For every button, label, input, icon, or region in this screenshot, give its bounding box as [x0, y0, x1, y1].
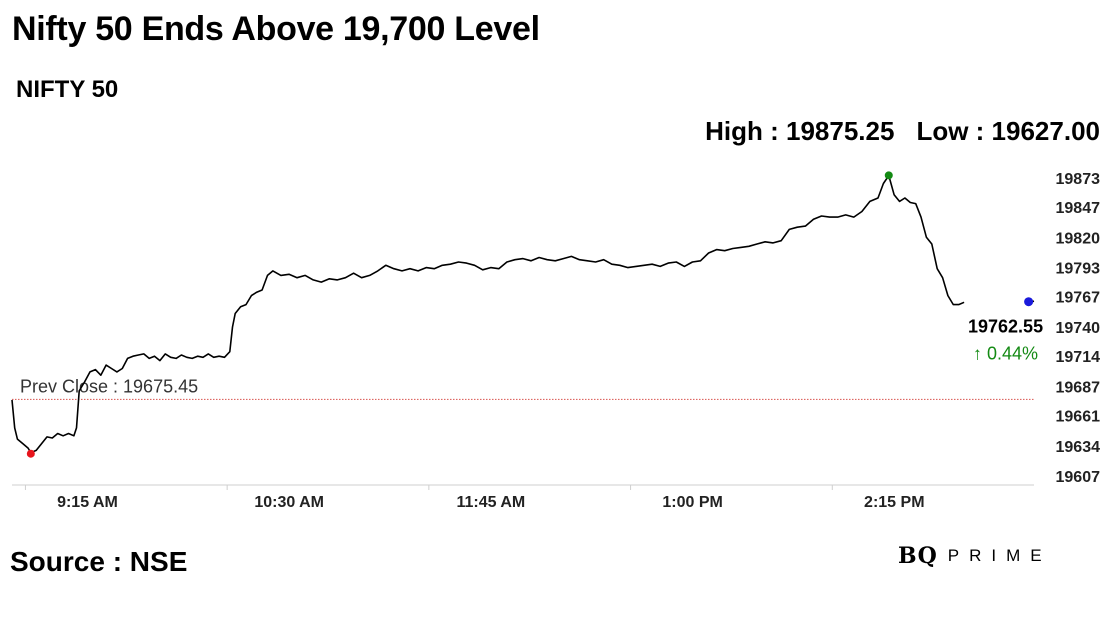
- low-label: Low : 19627.00: [916, 116, 1100, 146]
- index-name: NIFTY 50: [16, 76, 119, 103]
- y-tick-label: 19740: [1056, 320, 1101, 337]
- y-tick-label: 19714: [1056, 349, 1101, 366]
- line-chart: Prev Close : 19675.45 19762.55 ↑ 0.44% 9:1…: [11, 171, 1101, 511]
- y-tick-label: 19661: [1056, 409, 1101, 426]
- y-tick-label: 19767: [1056, 290, 1101, 307]
- x-tick-label: 11:45 AM: [456, 494, 525, 511]
- chart-title: Nifty 50 Ends Above 19,700 Level: [12, 10, 540, 48]
- high-low-summary: High : 19875.25 Low : 19627.00: [705, 116, 1100, 147]
- price-line-1: [11, 174, 965, 454]
- low-marker: [26, 449, 35, 458]
- last-value-badge: [966, 311, 1058, 364]
- y-tick-label: 19607: [1056, 469, 1101, 486]
- x-tick-label: 9:15 AM: [57, 494, 118, 511]
- high-marker: [884, 171, 893, 180]
- bq-prime-logo: BQ PRIME: [898, 543, 1052, 569]
- x-tick-label: 10:30 AM: [254, 494, 324, 511]
- x-tick-label: 1:00 PM: [662, 494, 722, 511]
- high-label: High : 19875.25: [705, 116, 895, 146]
- logo-main: BQ: [898, 543, 938, 569]
- y-tick-label: 19847: [1056, 200, 1101, 217]
- x-tick-label: 2:15 PM: [864, 494, 924, 511]
- logo-sub: PRIME: [947, 546, 1052, 565]
- y-tick-label: 19820: [1056, 230, 1101, 247]
- y-tick-label: 19793: [1056, 261, 1101, 278]
- prev-close-label: Prev Close : 19675.45: [20, 376, 198, 396]
- source-note: Source : NSE: [10, 546, 188, 577]
- y-tick-label: 19634: [1056, 439, 1101, 456]
- y-tick-label: 19873: [1056, 171, 1101, 188]
- y-tick-label: 19687: [1056, 379, 1101, 396]
- change-label: ↑ 0.44%: [973, 344, 1038, 364]
- last-value-label: 19762.55: [968, 317, 1043, 337]
- last-marker: [1024, 297, 1034, 307]
